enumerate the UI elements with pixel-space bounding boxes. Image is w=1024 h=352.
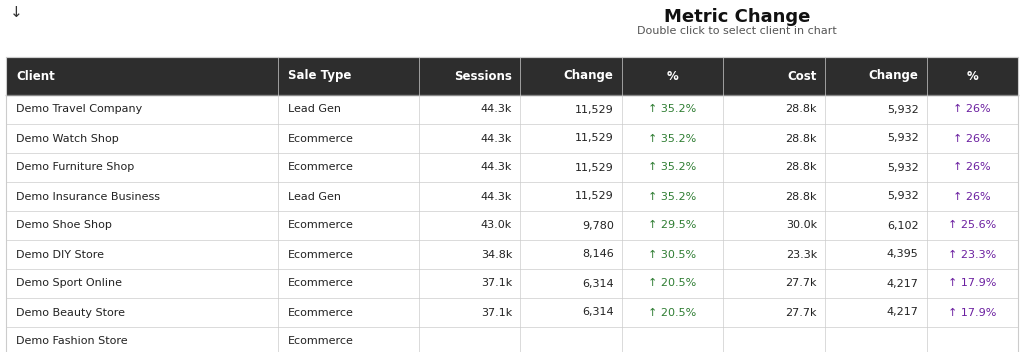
Text: Ecommerce: Ecommerce [289, 250, 354, 259]
Text: 9,780: 9,780 [582, 220, 613, 231]
Text: ↓: ↓ [10, 5, 23, 20]
Text: ↑ 20.5%: ↑ 20.5% [648, 308, 696, 318]
Text: Ecommerce: Ecommerce [289, 163, 354, 172]
Text: Demo Fashion Store: Demo Fashion Store [16, 337, 128, 346]
Text: 5,932: 5,932 [887, 105, 919, 114]
Text: Double click to select client in chart: Double click to select client in chart [637, 26, 838, 36]
Text: ↑ 35.2%: ↑ 35.2% [648, 105, 696, 114]
Text: ↑ 23.3%: ↑ 23.3% [948, 250, 996, 259]
Text: Lead Gen: Lead Gen [289, 105, 341, 114]
Text: ↑ 26%: ↑ 26% [953, 191, 991, 201]
Text: 43.0k: 43.0k [481, 220, 512, 231]
Text: 34.8k: 34.8k [480, 250, 512, 259]
Text: ↑ 25.6%: ↑ 25.6% [948, 220, 996, 231]
Text: 5,932: 5,932 [887, 191, 919, 201]
Text: Demo Sport Online: Demo Sport Online [16, 278, 122, 289]
Bar [6, 95, 1018, 124]
Text: 4,395: 4,395 [887, 250, 919, 259]
Text: 37.1k: 37.1k [481, 278, 512, 289]
Text: Cost: Cost [787, 69, 817, 82]
Text: Ecommerce: Ecommerce [289, 308, 354, 318]
Text: 11,529: 11,529 [575, 105, 613, 114]
Text: 4,217: 4,217 [887, 278, 919, 289]
Text: %: % [667, 69, 679, 82]
Text: 11,529: 11,529 [575, 191, 613, 201]
Text: Ecommerce: Ecommerce [289, 220, 354, 231]
Text: Demo DIY Store: Demo DIY Store [16, 250, 104, 259]
Text: 28.8k: 28.8k [785, 105, 817, 114]
Text: 44.3k: 44.3k [480, 191, 512, 201]
Text: ↑ 17.9%: ↑ 17.9% [948, 278, 996, 289]
Text: ↑ 26%: ↑ 26% [953, 133, 991, 144]
Text: 44.3k: 44.3k [480, 105, 512, 114]
Text: Metric Change: Metric Change [665, 8, 810, 26]
Bar [6, 327, 1018, 352]
Text: ↑ 29.5%: ↑ 29.5% [648, 220, 696, 231]
Text: 37.1k: 37.1k [481, 308, 512, 318]
Text: Client: Client [16, 69, 54, 82]
Bar [6, 57, 1018, 95]
Text: ↑ 26%: ↑ 26% [953, 163, 991, 172]
Text: Demo Travel Company: Demo Travel Company [16, 105, 142, 114]
Bar [6, 211, 1018, 240]
Text: ↑ 35.2%: ↑ 35.2% [648, 133, 696, 144]
Text: 27.7k: 27.7k [785, 308, 817, 318]
Text: 5,932: 5,932 [887, 163, 919, 172]
Text: Ecommerce: Ecommerce [289, 278, 354, 289]
Text: Demo Beauty Store: Demo Beauty Store [16, 308, 125, 318]
Text: 23.3k: 23.3k [785, 250, 817, 259]
Bar [6, 124, 1018, 153]
Text: %: % [967, 69, 978, 82]
Bar [6, 182, 1018, 211]
Text: 28.8k: 28.8k [785, 163, 817, 172]
Text: 27.7k: 27.7k [785, 278, 817, 289]
Text: 6,102: 6,102 [887, 220, 919, 231]
Text: Ecommerce: Ecommerce [289, 337, 354, 346]
Text: ↑ 35.2%: ↑ 35.2% [648, 163, 696, 172]
Text: 28.8k: 28.8k [785, 191, 817, 201]
Text: 4,217: 4,217 [887, 308, 919, 318]
Text: 11,529: 11,529 [575, 133, 613, 144]
Text: Demo Watch Shop: Demo Watch Shop [16, 133, 119, 144]
Text: 44.3k: 44.3k [480, 133, 512, 144]
Text: 6,314: 6,314 [582, 308, 613, 318]
Bar [6, 153, 1018, 182]
Text: 5,932: 5,932 [887, 133, 919, 144]
Text: ↑ 30.5%: ↑ 30.5% [648, 250, 696, 259]
Text: 44.3k: 44.3k [480, 163, 512, 172]
Text: Ecommerce: Ecommerce [289, 133, 354, 144]
Text: Lead Gen: Lead Gen [289, 191, 341, 201]
Text: Demo Furniture Shop: Demo Furniture Shop [16, 163, 134, 172]
Text: ↑ 26%: ↑ 26% [953, 105, 991, 114]
Text: ↑ 17.9%: ↑ 17.9% [948, 308, 996, 318]
Text: 8,146: 8,146 [582, 250, 613, 259]
Text: 28.8k: 28.8k [785, 133, 817, 144]
Bar [6, 269, 1018, 298]
Text: Change: Change [868, 69, 919, 82]
Text: ↑ 35.2%: ↑ 35.2% [648, 191, 696, 201]
Text: 30.0k: 30.0k [785, 220, 817, 231]
Text: Sale Type: Sale Type [289, 69, 351, 82]
Text: 6,314: 6,314 [582, 278, 613, 289]
Text: ↑ 20.5%: ↑ 20.5% [648, 278, 696, 289]
Bar [6, 57, 1018, 352]
Text: 11,529: 11,529 [575, 163, 613, 172]
Text: Demo Shoe Shop: Demo Shoe Shop [16, 220, 112, 231]
Bar [6, 298, 1018, 327]
Bar [6, 240, 1018, 269]
Text: Demo Insurance Business: Demo Insurance Business [16, 191, 160, 201]
Text: Change: Change [564, 69, 613, 82]
Text: Sessions: Sessions [455, 69, 512, 82]
